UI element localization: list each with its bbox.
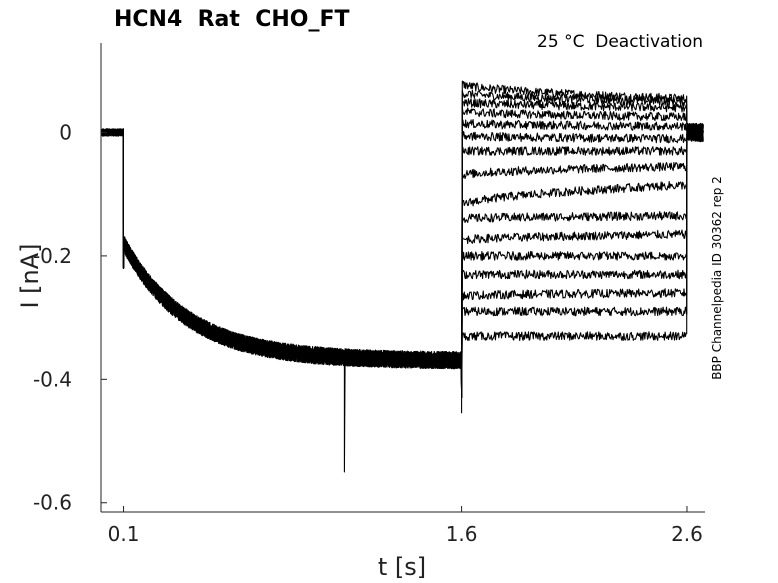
x-tick-label: 0.1 xyxy=(108,522,140,546)
y-tick-label: -0.6 xyxy=(33,491,72,515)
y-axis-label: I [nA] xyxy=(16,243,44,308)
current-trace-16 xyxy=(101,124,704,399)
y-tick-label: -0.4 xyxy=(33,367,72,391)
axes: 0.1 1.6 2.6 0 -0.2 -0.4 -0.6 xyxy=(33,43,705,546)
x-tick-label: 2.6 xyxy=(671,522,703,546)
source-id-label: BBP Channelpedia ID 30362 rep 2 xyxy=(710,176,724,380)
condition-label: 25 °C Deactivation xyxy=(537,32,703,52)
x-axis-label: t [s] xyxy=(378,553,426,581)
y-tick-label: 0 xyxy=(59,120,72,144)
chart-title: HCN4 Rat CHO_FT xyxy=(114,7,350,32)
y-tick-label: -0.2 xyxy=(33,244,72,268)
transient-spike xyxy=(343,354,346,473)
current-traces xyxy=(101,80,704,473)
x-tick-label: 1.6 xyxy=(446,522,478,546)
